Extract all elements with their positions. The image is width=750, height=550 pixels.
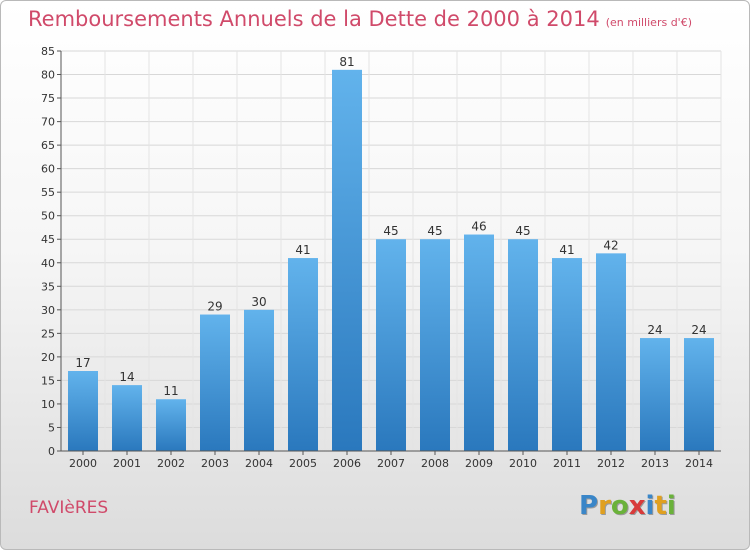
bar [596, 253, 626, 451]
bar-value-label: 81 [339, 55, 354, 69]
x-tick-label: 2014 [685, 457, 713, 470]
y-tick-label: 35 [41, 280, 55, 293]
x-tick-label: 2009 [465, 457, 493, 470]
y-tick-label: 0 [48, 445, 55, 458]
bar-value-label: 17 [75, 356, 90, 370]
x-tick-label: 2008 [421, 457, 449, 470]
y-tick-label: 5 [48, 421, 55, 434]
bar-value-label: 11 [163, 384, 178, 398]
y-tick-label: 10 [41, 398, 55, 411]
y-tick-label: 65 [41, 139, 55, 152]
proxiti-logo: Proxiti [579, 491, 676, 521]
y-tick-label: 85 [41, 45, 55, 58]
x-tick-label: 2000 [69, 457, 97, 470]
bar-value-label: 45 [427, 224, 442, 238]
chart-frame: Remboursements Annuels de la Dette de 20… [0, 0, 750, 550]
bar-value-label: 45 [515, 224, 530, 238]
bar-value-label: 29 [207, 300, 222, 314]
bar-value-label: 46 [471, 220, 486, 234]
logo-letter: t [654, 491, 666, 521]
bar-value-label: 41 [559, 243, 574, 257]
logo-letter: r [598, 491, 611, 521]
x-tick-label: 2006 [333, 457, 361, 470]
x-tick-label: 2007 [377, 457, 405, 470]
x-tick-label: 2011 [553, 457, 581, 470]
bar-value-label: 42 [603, 238, 618, 252]
bar [332, 70, 362, 451]
bar [684, 338, 714, 451]
x-tick-label: 2012 [597, 457, 625, 470]
bar-chart: 0 5 10 15 20 25 30 35 40 45 50 55 60 65 70 75 80 85 17 200… [1, 1, 750, 550]
y-tick-label: 30 [41, 304, 55, 317]
y-tick-label: 15 [41, 374, 55, 387]
y-tick-label: 20 [41, 351, 55, 364]
bar [640, 338, 670, 451]
x-tick-label: 2010 [509, 457, 537, 470]
bar-value-label: 30 [251, 295, 266, 309]
x-tick-label: 2005 [289, 457, 317, 470]
x-tick-label: 2001 [113, 457, 141, 470]
bar [508, 239, 538, 451]
logo-letter: i [667, 491, 676, 521]
logo-letter: o [611, 491, 629, 521]
bar [420, 239, 450, 451]
y-tick-label: 80 [41, 69, 55, 82]
y-tick-label: 40 [41, 257, 55, 270]
bar [244, 310, 274, 451]
logo-letter: x [629, 491, 646, 521]
x-tick-label: 2002 [157, 457, 185, 470]
x-tick-label: 2013 [641, 457, 669, 470]
commune-name: FAVIèRES [29, 498, 108, 518]
bar-value-label: 41 [295, 243, 310, 257]
bar [156, 399, 186, 451]
y-tick-label: 60 [41, 163, 55, 176]
bar [552, 258, 582, 451]
bar [464, 235, 494, 451]
bar [68, 371, 98, 451]
bar-value-label: 24 [691, 323, 706, 337]
logo-letter: P [579, 491, 598, 521]
bar [288, 258, 318, 451]
y-tick-label: 75 [41, 92, 55, 105]
y-tick-label: 45 [41, 233, 55, 246]
bar-value-label: 24 [647, 323, 662, 337]
y-tick-label: 50 [41, 210, 55, 223]
bar-value-label: 14 [119, 370, 134, 384]
y-tick-label: 55 [41, 186, 55, 199]
x-tick-label: 2004 [245, 457, 273, 470]
bar-value-label: 45 [383, 224, 398, 238]
bar [112, 385, 142, 451]
bar [200, 315, 230, 451]
x-tick-label: 2003 [201, 457, 229, 470]
y-tick-label: 70 [41, 116, 55, 129]
y-tick-label: 25 [41, 327, 55, 340]
bar [376, 239, 406, 451]
